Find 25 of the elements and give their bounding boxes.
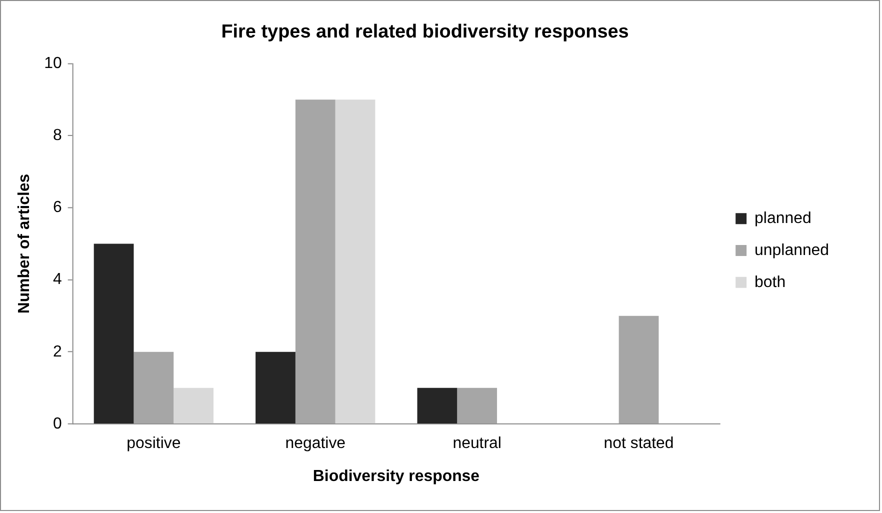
y-tick-label: 2 [52,343,62,360]
y-tick-label: 4 [52,271,62,288]
y-tick-label: 10 [44,54,62,72]
legend-label: planned [754,210,812,228]
bar [94,244,134,424]
y-tick-label: 8 [52,127,62,144]
x-tick-label: positive [126,434,181,452]
bar [174,388,214,424]
chart-title: Fire types and related biodiversity responses [221,22,629,42]
x-axis-title: Biodiversity response [312,468,480,485]
bar [256,352,296,424]
y-axis-title: Number of articles [16,174,33,314]
bar [295,100,336,424]
y-tick-label: 0 [52,415,62,432]
legend-label: unplanned [754,242,830,259]
y-tick-label: 6 [52,199,62,216]
bar [618,316,659,424]
x-tick-label: neutral [452,434,502,452]
bar [134,352,174,424]
x-tick-label: not stated [604,434,674,452]
bar [457,388,498,424]
legend-label: both [754,274,786,291]
x-tick-label: negative [285,434,346,452]
bar [417,388,458,424]
bar [335,100,376,424]
